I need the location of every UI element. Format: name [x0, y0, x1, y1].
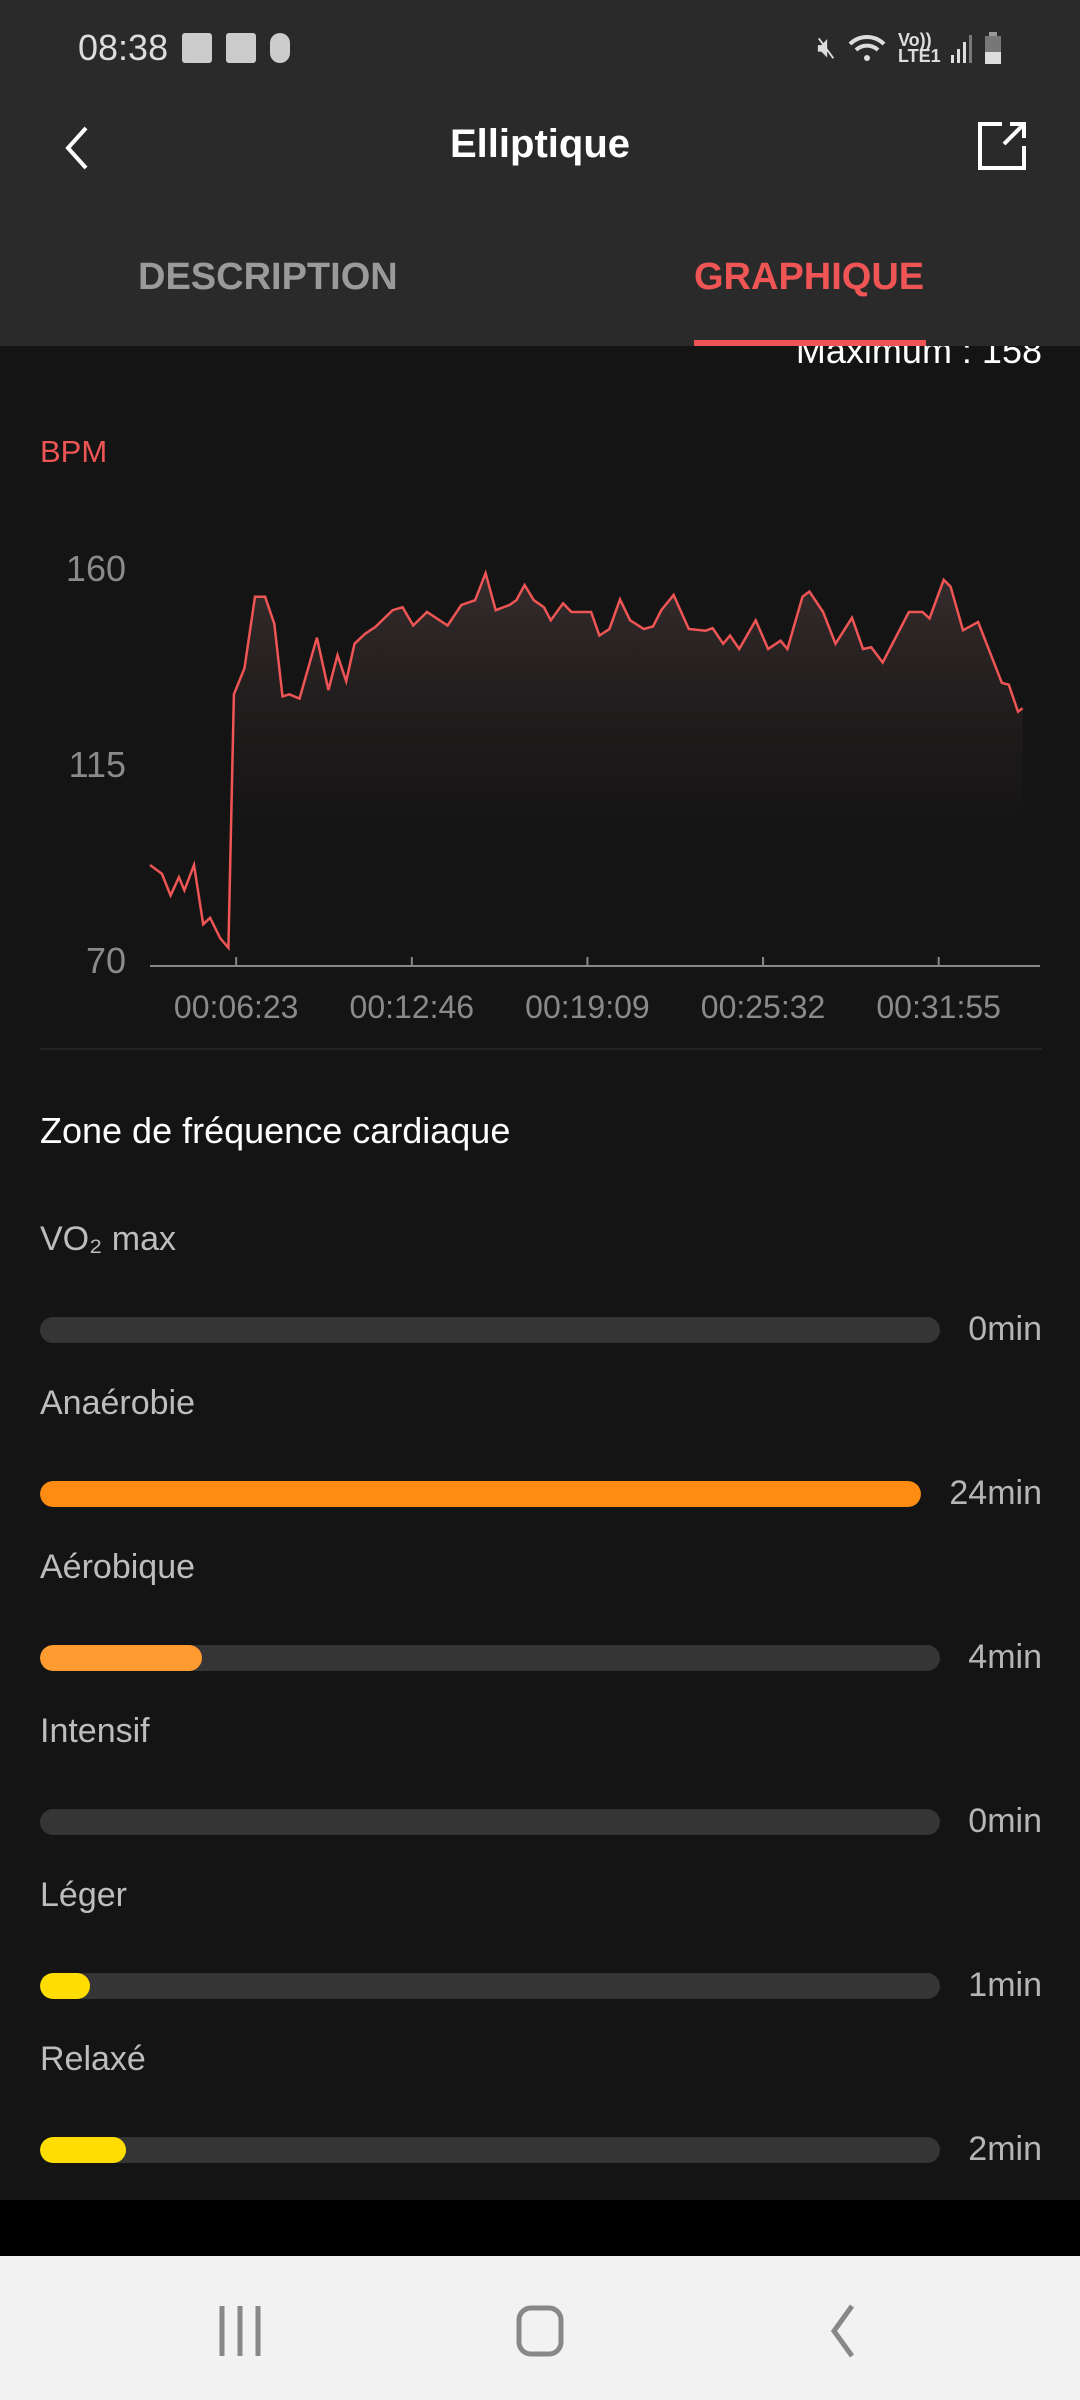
zone-label: VO₂ max	[40, 1220, 176, 1258]
zone-progress-fill	[40, 2136, 126, 2163]
gallery-icon	[182, 33, 213, 63]
divider	[40, 1048, 1042, 1050]
zone-label: Anaérobie	[40, 1384, 196, 1422]
x-tick-label: 00:06:23	[174, 989, 299, 1020]
battery-icon	[985, 32, 1001, 64]
gmail-icon	[226, 33, 257, 63]
chart-line	[149, 569, 1024, 952]
y-tick-label: 70	[86, 940, 126, 981]
page-title: Elliptique	[450, 122, 630, 166]
zone-row: Intensif 0min	[40, 1712, 1042, 1852]
zone-duration: 0min	[968, 1310, 1042, 1348]
zone-progress-track	[40, 1644, 941, 1671]
x-tick-label: 00:25:32	[701, 989, 826, 1020]
active-tab-indicator	[694, 340, 926, 346]
recents-icon[interactable]	[205, 2296, 275, 2366]
status-bar: 08:38 🔇︎ Vo)) LTE1	[78, 22, 1002, 74]
chart-y-label: BPM	[40, 434, 108, 469]
zone-progress-fill	[40, 1644, 203, 1671]
home-icon[interactable]	[505, 2296, 575, 2366]
tab-graphique[interactable]: GRAPHIQUE	[694, 256, 925, 298]
zone-progress-track	[40, 1972, 941, 1999]
chart-area-fill	[150, 573, 1023, 960]
zone-label: Intensif	[40, 1712, 150, 1750]
zone-duration: 1min	[968, 1966, 1042, 2004]
zone-progress-track	[40, 1316, 941, 1343]
y-tick-label: 160	[66, 548, 126, 589]
x-tick-label: 00:19:09	[525, 989, 650, 1020]
notification-icon	[270, 33, 291, 63]
zone-duration: 4min	[968, 1638, 1042, 1676]
zone-progress-track	[40, 1808, 941, 1835]
zone-label: Relaxé	[40, 2040, 146, 2078]
x-tick-label: 00:12:46	[350, 989, 475, 1020]
clock: 08:38	[78, 27, 169, 68]
heart-rate-chart: 160 115 70 00:06:23 00:12:46 00:19:09 00:25:3…	[66, 548, 1040, 1020]
mute-icon: 🔇︎	[817, 31, 836, 64]
zone-label: Aérobique	[40, 1548, 196, 1586]
zone-row: Relaxé 2min	[40, 2040, 1042, 2180]
nav-back-icon[interactable]	[810, 2296, 880, 2366]
zone-row: VO₂ max 0min	[40, 1220, 1042, 1360]
app-header: 08:38 🔇︎ Vo)) LTE1 Elliptique DESCRIPTIO…	[0, 0, 1080, 346]
zone-progress-track	[40, 2136, 941, 2163]
bottom-band	[0, 2200, 1080, 2256]
zone-duration: 24min	[949, 1474, 1042, 1512]
zone-row: Aérobique 4min	[40, 1548, 1042, 1688]
zone-duration: 0min	[968, 1802, 1042, 1840]
wifi-icon	[848, 34, 886, 61]
tab-description[interactable]: DESCRIPTION	[138, 256, 398, 298]
zone-row: Léger 1min	[40, 1876, 1042, 2016]
zone-progress-fill	[40, 1972, 90, 1999]
system-nav-bar	[0, 2256, 1080, 2400]
y-tick-label: 115	[69, 744, 126, 785]
volte-lte-icon: Vo)) LTE1	[898, 30, 941, 66]
back-button[interactable]	[60, 118, 100, 178]
share-button[interactable]	[974, 118, 1030, 174]
signal-icon	[951, 35, 972, 63]
zone-progress-fill	[40, 1480, 922, 1507]
zone-row: Anaérobie 24min	[40, 1384, 1042, 1524]
zone-label: Léger	[40, 1876, 127, 1914]
zone-duration: 2min	[968, 2130, 1042, 2168]
zones-title: Zone de fréquence cardiaque	[40, 1110, 511, 1151]
x-tick-label: 00:31:55	[876, 989, 1001, 1020]
zone-progress-track	[40, 1480, 922, 1507]
